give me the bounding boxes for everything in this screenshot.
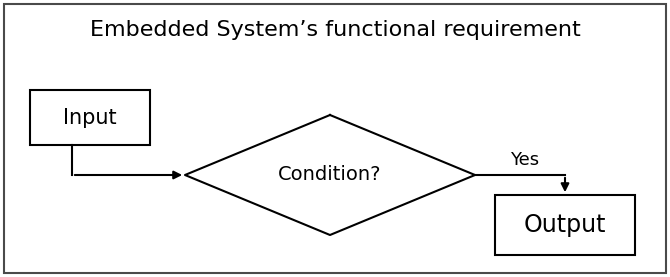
Text: Embedded System’s functional requirement: Embedded System’s functional requirement: [90, 20, 580, 40]
Text: Yes: Yes: [510, 151, 539, 169]
Bar: [30, 90, 150, 145]
Bar: [495, 195, 635, 255]
Text: Condition?: Condition?: [278, 165, 382, 184]
Text: Output: Output: [524, 213, 606, 237]
Text: Input: Input: [63, 107, 117, 127]
